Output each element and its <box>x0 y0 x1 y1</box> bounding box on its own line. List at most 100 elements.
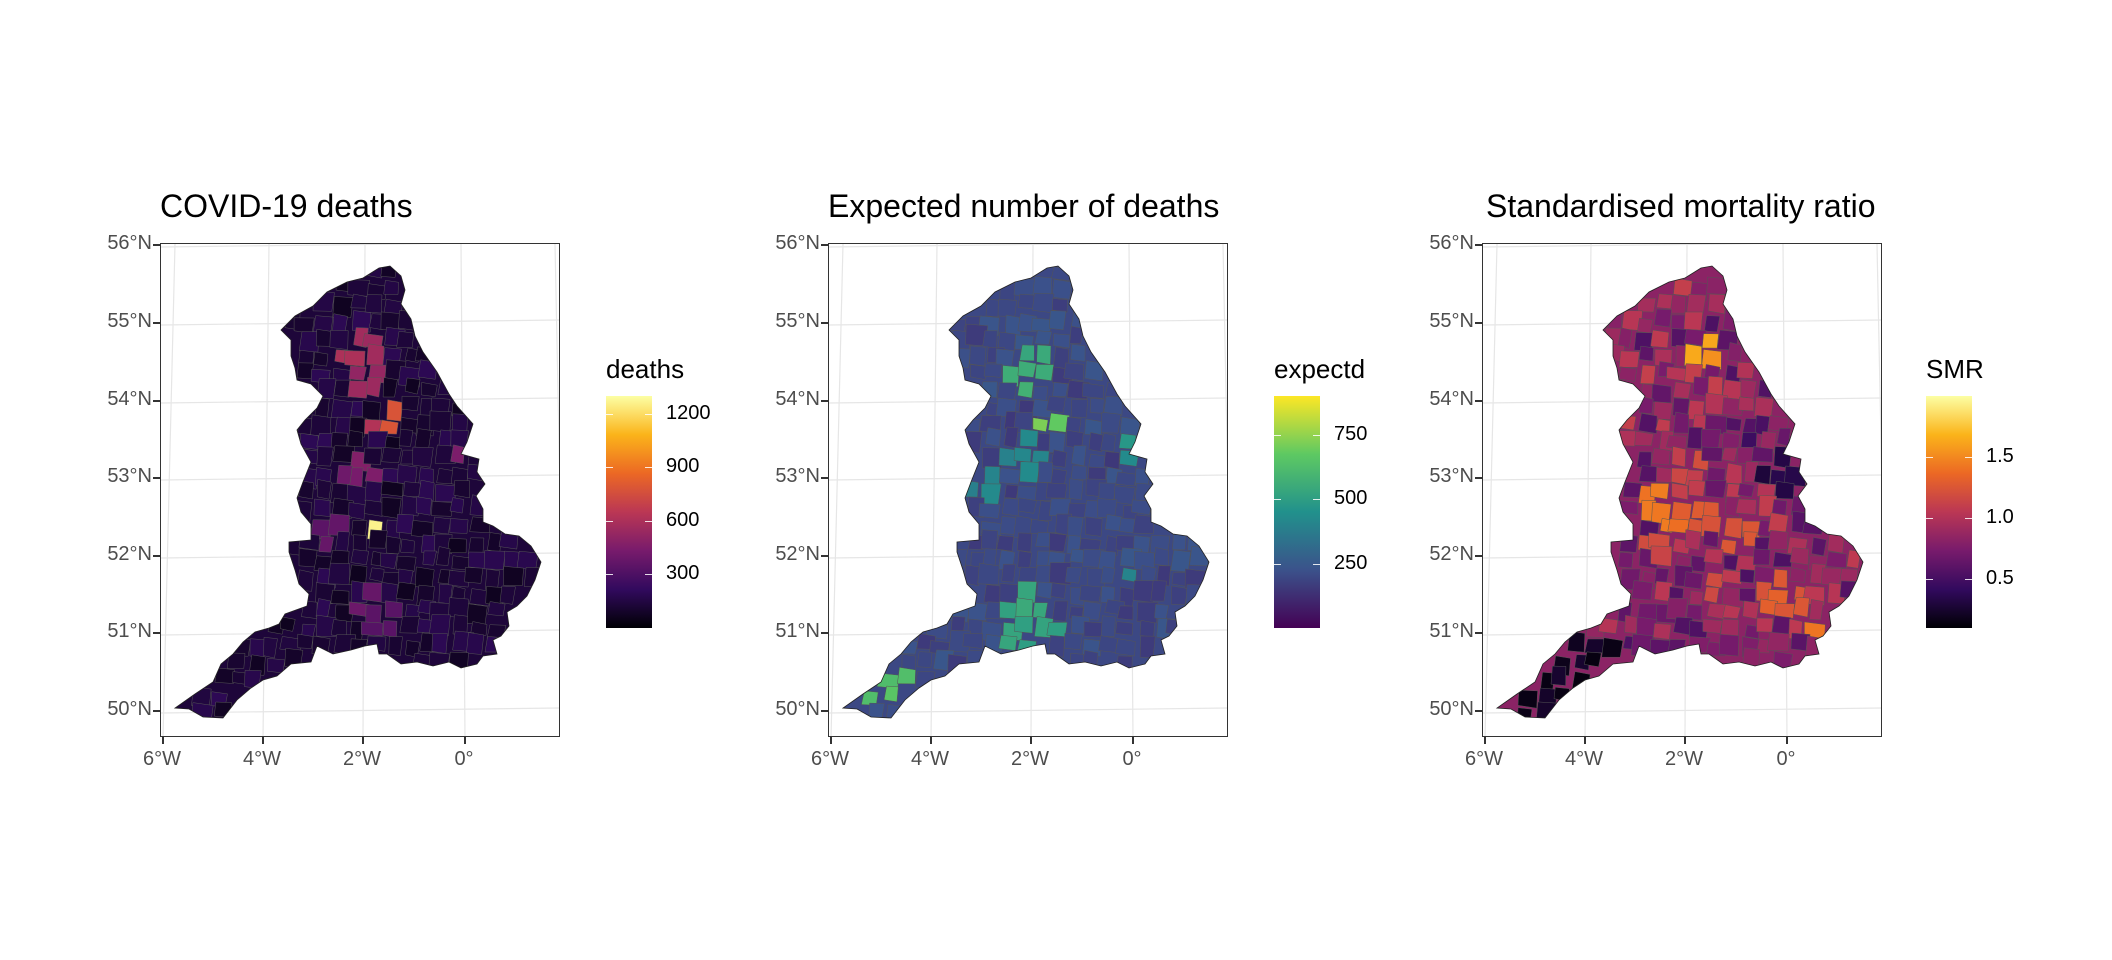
district <box>1064 633 1083 650</box>
district <box>1045 482 1068 499</box>
district <box>1034 330 1053 345</box>
district <box>1706 276 1729 295</box>
district <box>449 518 469 534</box>
panel-expected-deaths: Expected number of deaths 56°N 55°N 54°N… <box>668 0 1372 960</box>
district <box>365 604 382 625</box>
lon-tick <box>830 737 832 744</box>
district <box>1686 604 1703 621</box>
district <box>1744 624 1760 639</box>
district <box>1082 650 1099 669</box>
district <box>1103 451 1120 470</box>
panel-title: Expected number of deaths <box>828 188 1220 224</box>
legend-tick <box>606 413 613 415</box>
district <box>523 567 539 587</box>
district <box>388 636 403 656</box>
district <box>1065 416 1082 433</box>
legend-label: 500 <box>1334 487 1368 510</box>
district <box>348 502 366 520</box>
lat-tick <box>153 555 160 557</box>
district <box>980 529 998 551</box>
district <box>1002 365 1020 387</box>
lon-tick <box>1484 737 1486 744</box>
district <box>316 479 332 500</box>
lat-label-54: 54°N <box>107 388 152 410</box>
district <box>1811 537 1827 557</box>
england-map <box>829 244 1227 736</box>
district <box>1019 428 1039 447</box>
district <box>1719 634 1739 657</box>
district <box>1673 411 1690 434</box>
district <box>468 551 486 570</box>
district <box>398 428 414 447</box>
district <box>298 331 320 353</box>
district <box>1767 530 1789 550</box>
district-layer <box>843 266 1209 718</box>
district <box>431 633 448 654</box>
district <box>263 637 278 659</box>
district <box>1052 279 1072 300</box>
district <box>1672 381 1692 399</box>
lat-tick <box>1475 244 1482 246</box>
district <box>1052 600 1069 622</box>
district <box>421 534 436 554</box>
district <box>1116 655 1133 674</box>
district <box>483 550 506 570</box>
district <box>969 364 988 380</box>
district <box>1772 551 1793 567</box>
district <box>1014 616 1034 634</box>
graticule-line <box>1876 244 1881 472</box>
lat-label-54: 54°N <box>775 388 820 410</box>
district <box>1705 572 1725 589</box>
lon-tick <box>1132 737 1134 744</box>
district <box>450 444 465 464</box>
district <box>1774 603 1795 619</box>
district <box>1825 551 1847 569</box>
lat-tick <box>153 477 160 479</box>
district <box>1638 396 1654 414</box>
district <box>1638 465 1660 483</box>
district <box>330 589 350 605</box>
district <box>883 685 899 703</box>
district <box>999 467 1021 485</box>
district <box>1753 548 1771 566</box>
district <box>1048 310 1067 331</box>
district <box>1048 431 1066 454</box>
district <box>1032 602 1048 619</box>
legend-tick <box>1926 579 1933 581</box>
district <box>281 536 302 556</box>
district <box>1725 417 1742 432</box>
district <box>978 503 1001 519</box>
district <box>1584 638 1605 654</box>
panel-title: COVID-19 deaths <box>160 188 413 224</box>
district <box>267 658 286 674</box>
lat-tick <box>821 400 828 402</box>
lat-tick <box>821 244 828 246</box>
district <box>447 538 467 554</box>
district <box>1684 343 1702 366</box>
district <box>417 359 438 380</box>
lon-label-6w: 6°W <box>143 748 181 770</box>
district <box>1118 433 1137 450</box>
lat-tick <box>1475 632 1482 634</box>
district <box>1617 551 1634 569</box>
lat-label-52: 52°N <box>107 543 152 565</box>
district <box>503 566 524 586</box>
legend-title: expectd <box>1274 354 1366 384</box>
district <box>1723 517 1743 539</box>
lon-label-0: 0° <box>1122 748 1142 770</box>
district <box>1017 381 1034 399</box>
district <box>1689 590 1704 605</box>
lon-label-4w: 4°W <box>243 748 281 770</box>
district <box>1015 597 1034 619</box>
district <box>1132 580 1154 603</box>
legend-label: 600 <box>666 508 700 531</box>
district <box>1789 547 1810 566</box>
district <box>1034 364 1055 381</box>
district <box>1753 465 1772 485</box>
district <box>1650 483 1670 500</box>
lat-label-56: 56°N <box>1429 232 1474 254</box>
district <box>1839 580 1862 600</box>
district <box>366 377 382 398</box>
lat-tick <box>821 555 828 557</box>
district <box>386 399 403 422</box>
